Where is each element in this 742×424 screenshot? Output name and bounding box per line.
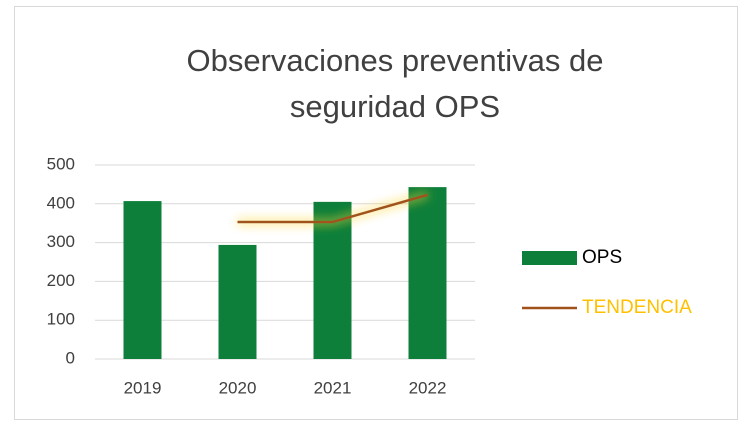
x-tick-label: 2019 xyxy=(124,378,162,397)
y-tick-label: 0 xyxy=(66,348,75,367)
bar xyxy=(313,201,352,359)
legend-label: OPS xyxy=(582,247,622,268)
y-tick-label: 200 xyxy=(47,271,75,290)
bar xyxy=(218,244,257,359)
x-tick-label: 2021 xyxy=(314,378,352,397)
y-tick-label: 300 xyxy=(47,232,75,251)
legend-label: TENDENCIA xyxy=(582,297,692,318)
x-tick-label: 2020 xyxy=(219,378,257,397)
legend-swatch xyxy=(522,251,577,265)
y-tick-label: 400 xyxy=(47,193,75,212)
chart-frame xyxy=(14,6,738,420)
x-tick-label: 2022 xyxy=(409,378,447,397)
chart-title: Observaciones preventivas de seguridad O… xyxy=(186,43,604,124)
bar xyxy=(123,201,162,359)
bar xyxy=(408,187,447,359)
trend-line xyxy=(237,193,428,224)
y-tick-label: 100 xyxy=(47,310,75,329)
y-tick-label: 500 xyxy=(47,154,75,173)
